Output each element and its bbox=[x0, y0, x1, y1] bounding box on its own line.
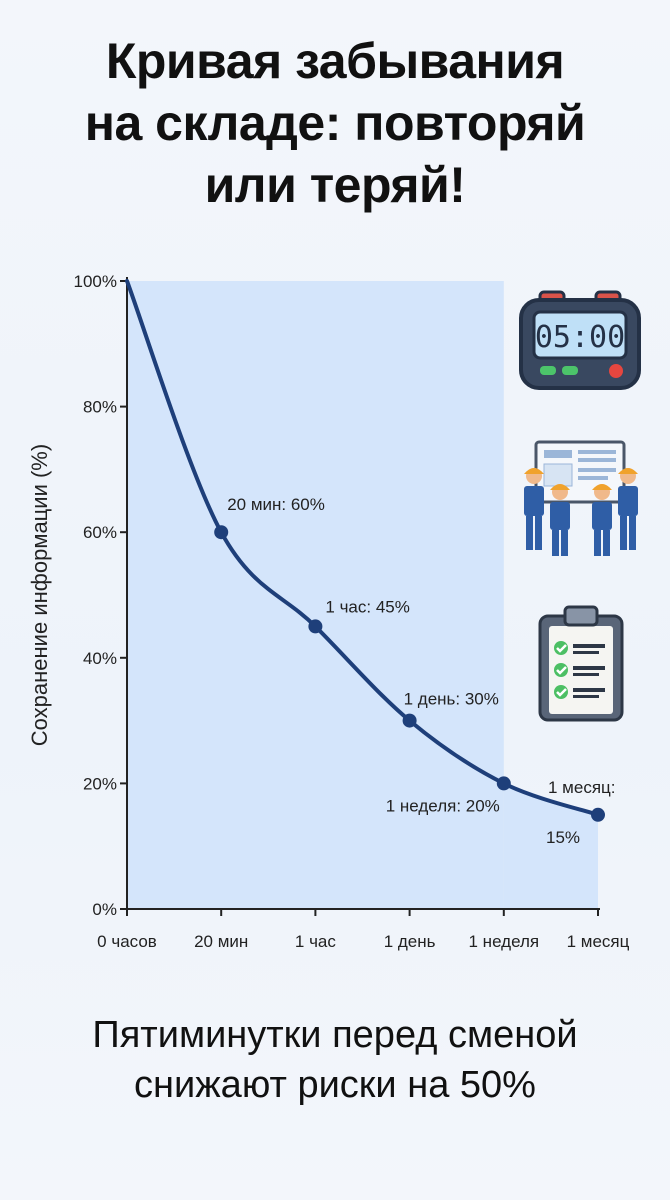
title-line-1: Кривая забывания bbox=[105, 33, 565, 89]
footer-caption: Пятиминутки перед сменой снижают риски н… bbox=[0, 1010, 670, 1110]
x-tick-label: 0 часов bbox=[97, 932, 157, 951]
x-tick-label: 20 мин bbox=[194, 932, 248, 951]
point-label: 1 месяц: bbox=[548, 778, 616, 797]
x-tick-label: 1 неделя bbox=[469, 932, 540, 951]
y-tick-label: 20% bbox=[83, 774, 117, 793]
footer-line-1: Пятиминутки перед сменой bbox=[92, 1014, 578, 1056]
x-tick-label: 1 час bbox=[295, 932, 336, 951]
tail-area bbox=[503, 783, 598, 909]
worker-figure bbox=[524, 468, 544, 550]
y-tick-label: 0% bbox=[92, 900, 117, 919]
data-point bbox=[214, 525, 229, 540]
timer-display: 05:00 bbox=[535, 320, 625, 355]
point-label: 15% bbox=[546, 828, 580, 847]
x-tick-label: 1 день bbox=[384, 932, 436, 951]
forgetting-curve-chart: 0% 20% 40% 60% 80% 100% 0 часов 20 мин 1 час 1 де… bbox=[27, 272, 630, 951]
data-point bbox=[591, 807, 605, 822]
point-label: 20 мин: 60% bbox=[227, 495, 325, 514]
data-point bbox=[308, 619, 323, 634]
title-line-3: или теряй! bbox=[204, 157, 466, 213]
page-title: Кривая забывания на складе: повторяй или… bbox=[0, 30, 670, 216]
data-point bbox=[496, 776, 511, 791]
title-line-2: на складе: повторяй bbox=[84, 95, 586, 151]
y-tick-label: 100% bbox=[74, 272, 117, 291]
point-label: 1 день: 30% bbox=[404, 690, 499, 709]
y-tick-label: 80% bbox=[83, 398, 117, 417]
shaded-region bbox=[127, 281, 504, 909]
footer-line-2: снижают риски на 50% bbox=[134, 1064, 536, 1106]
y-tick-label: 60% bbox=[83, 523, 117, 542]
data-point bbox=[402, 713, 417, 728]
checklist-clipboard-icon bbox=[537, 604, 625, 729]
point-label: 1 неделя: 20% bbox=[386, 796, 500, 815]
point-label: 1 час: 45% bbox=[325, 597, 409, 616]
workers-briefing-icon bbox=[518, 436, 642, 565]
y-axis-label: Сохранение информации (%) bbox=[27, 444, 52, 746]
y-tick-label: 40% bbox=[83, 649, 117, 668]
x-tick-label: 1 месяц bbox=[567, 932, 630, 951]
alarm-clock-icon: 05:00 bbox=[518, 290, 642, 399]
